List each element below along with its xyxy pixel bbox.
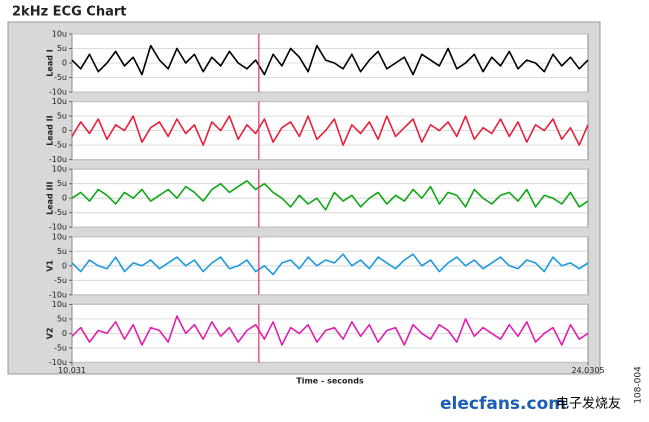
series-line [71,180,589,211]
y-tick-label: 10u [52,232,67,241]
y-tick-label: 5u [57,179,67,188]
y-tick-label: -10u [49,290,67,299]
y-tick-label: 5u [57,44,67,53]
y-tick-label: -5u [54,73,67,82]
y-axis-label: Lead I [46,49,55,76]
y-tick-label: 5u [57,112,67,121]
y-tick-label: 5u [57,247,67,256]
x-axis-label: Time - seconds [296,377,364,386]
y-axis-label: Lead II [46,115,55,145]
y-tick-label: 10u [52,97,67,106]
y-axis-label: V2 [46,328,55,340]
chart-title: 2kHz ECG Chart [12,5,126,20]
y-axis-label: Lead III [46,182,55,215]
x-tick-label: 24.0305 [571,366,604,375]
figure-id: 108-004 [634,366,644,404]
y-tick-label: 0 [62,261,67,270]
y-tick-label: 10u [52,165,67,174]
series-line [71,253,589,276]
y-tick-label: 0 [62,126,67,135]
y-tick-label: -10u [49,88,67,97]
y-axis-label: V1 [46,259,55,271]
y-tick-label: -10u [49,358,67,367]
y-tick-label: -5u [54,343,67,352]
y-tick-label: -5u [54,276,67,285]
watermark-name: 电子发烧友 [556,396,621,412]
series-line [71,115,589,146]
y-tick-label: 10u [52,300,67,309]
y-tick-label: -5u [54,141,67,150]
watermark-site: elecfans.com [440,394,566,414]
x-tick-label: 10.031 [58,366,86,375]
y-tick-label: -10u [49,155,67,164]
y-tick-label: 0 [62,59,67,68]
y-tick-label: 0 [62,329,67,338]
y-tick-label: 0 [62,194,67,203]
y-tick-label: -5u [54,208,67,217]
y-tick-label: -10u [49,223,67,232]
series-line [71,44,589,76]
y-tick-label: 5u [57,314,67,323]
y-tick-label: 10u [52,30,67,39]
series-line [71,315,589,346]
